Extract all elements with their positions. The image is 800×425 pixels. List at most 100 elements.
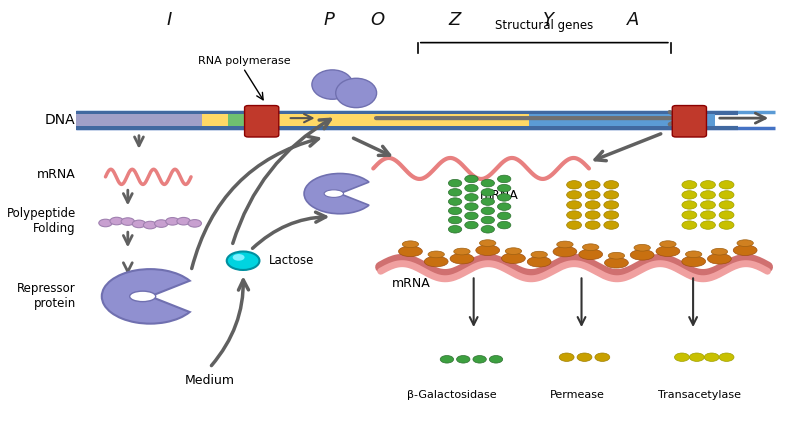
Ellipse shape [531, 251, 547, 258]
Circle shape [719, 221, 734, 229]
Circle shape [448, 179, 462, 187]
Ellipse shape [630, 249, 654, 260]
Circle shape [498, 203, 511, 210]
Bar [258, 114, 269, 126]
Text: Medium: Medium [185, 374, 234, 387]
Circle shape [586, 191, 600, 199]
Circle shape [498, 175, 511, 183]
Text: Permease: Permease [550, 390, 606, 400]
Circle shape [682, 201, 697, 209]
Circle shape [498, 212, 511, 220]
Ellipse shape [656, 246, 680, 257]
Circle shape [674, 353, 690, 361]
Circle shape [566, 201, 582, 209]
Circle shape [465, 212, 478, 220]
Circle shape [586, 211, 600, 219]
Ellipse shape [506, 248, 522, 255]
Circle shape [566, 191, 582, 199]
Circle shape [719, 191, 734, 199]
Circle shape [110, 217, 123, 225]
Circle shape [448, 189, 462, 196]
Circle shape [682, 221, 697, 229]
Circle shape [490, 356, 502, 363]
Text: mRNA: mRNA [392, 277, 430, 290]
Circle shape [566, 211, 582, 219]
Ellipse shape [450, 253, 474, 264]
Circle shape [154, 220, 168, 227]
Circle shape [682, 191, 697, 199]
Circle shape [577, 353, 592, 361]
Circle shape [465, 194, 478, 201]
Bar [530, 114, 715, 126]
Circle shape [233, 254, 245, 261]
Wedge shape [102, 269, 190, 324]
Circle shape [704, 353, 719, 361]
Circle shape [559, 353, 574, 361]
Circle shape [586, 181, 600, 189]
Circle shape [481, 207, 494, 215]
Circle shape [701, 211, 715, 219]
Circle shape [595, 353, 610, 361]
Ellipse shape [424, 256, 448, 267]
Circle shape [498, 194, 511, 201]
FancyBboxPatch shape [672, 105, 706, 137]
Circle shape [188, 220, 202, 227]
Circle shape [473, 356, 486, 363]
Circle shape [121, 218, 134, 225]
Circle shape [226, 252, 259, 270]
Ellipse shape [398, 246, 422, 257]
Circle shape [682, 211, 697, 219]
Circle shape [465, 203, 478, 210]
Ellipse shape [634, 244, 650, 251]
Ellipse shape [578, 249, 602, 260]
Ellipse shape [454, 248, 470, 255]
Circle shape [719, 201, 734, 209]
Circle shape [448, 207, 462, 215]
Circle shape [481, 179, 494, 187]
Circle shape [604, 181, 618, 189]
Circle shape [586, 221, 600, 229]
Text: P: P [323, 11, 334, 28]
Circle shape [604, 201, 618, 209]
Text: β-Galactosidase: β-Galactosidase [406, 390, 496, 400]
Circle shape [701, 201, 715, 209]
Circle shape [448, 226, 462, 233]
Circle shape [586, 201, 600, 209]
Circle shape [719, 181, 734, 189]
Circle shape [719, 211, 734, 219]
Circle shape [177, 218, 190, 225]
Circle shape [701, 181, 715, 189]
Circle shape [132, 220, 146, 228]
Circle shape [604, 191, 618, 199]
Circle shape [498, 221, 511, 229]
Text: O: O [370, 11, 384, 28]
Circle shape [566, 181, 582, 189]
Circle shape [701, 221, 715, 229]
Text: mRNA: mRNA [480, 189, 519, 202]
Ellipse shape [336, 78, 377, 108]
Ellipse shape [711, 248, 727, 255]
Bar [269, 114, 530, 126]
Circle shape [690, 353, 704, 361]
Text: Repressor
protein: Repressor protein [17, 282, 76, 310]
Circle shape [604, 221, 618, 229]
Wedge shape [304, 173, 369, 214]
Ellipse shape [557, 241, 573, 248]
Circle shape [682, 181, 697, 189]
Circle shape [566, 221, 582, 229]
Ellipse shape [605, 258, 628, 268]
Text: Y: Y [542, 11, 554, 28]
Ellipse shape [476, 245, 499, 255]
Text: Transacetylase: Transacetylase [658, 390, 741, 400]
Ellipse shape [582, 244, 599, 251]
Ellipse shape [737, 240, 754, 246]
Bar [202, 114, 228, 126]
Text: RNA polymerase: RNA polymerase [198, 57, 291, 66]
Ellipse shape [553, 246, 577, 257]
Ellipse shape [734, 245, 757, 255]
Ellipse shape [686, 251, 702, 258]
Circle shape [143, 221, 157, 229]
Text: Structural genes: Structural genes [495, 19, 594, 32]
Ellipse shape [707, 254, 731, 264]
Ellipse shape [527, 257, 551, 267]
